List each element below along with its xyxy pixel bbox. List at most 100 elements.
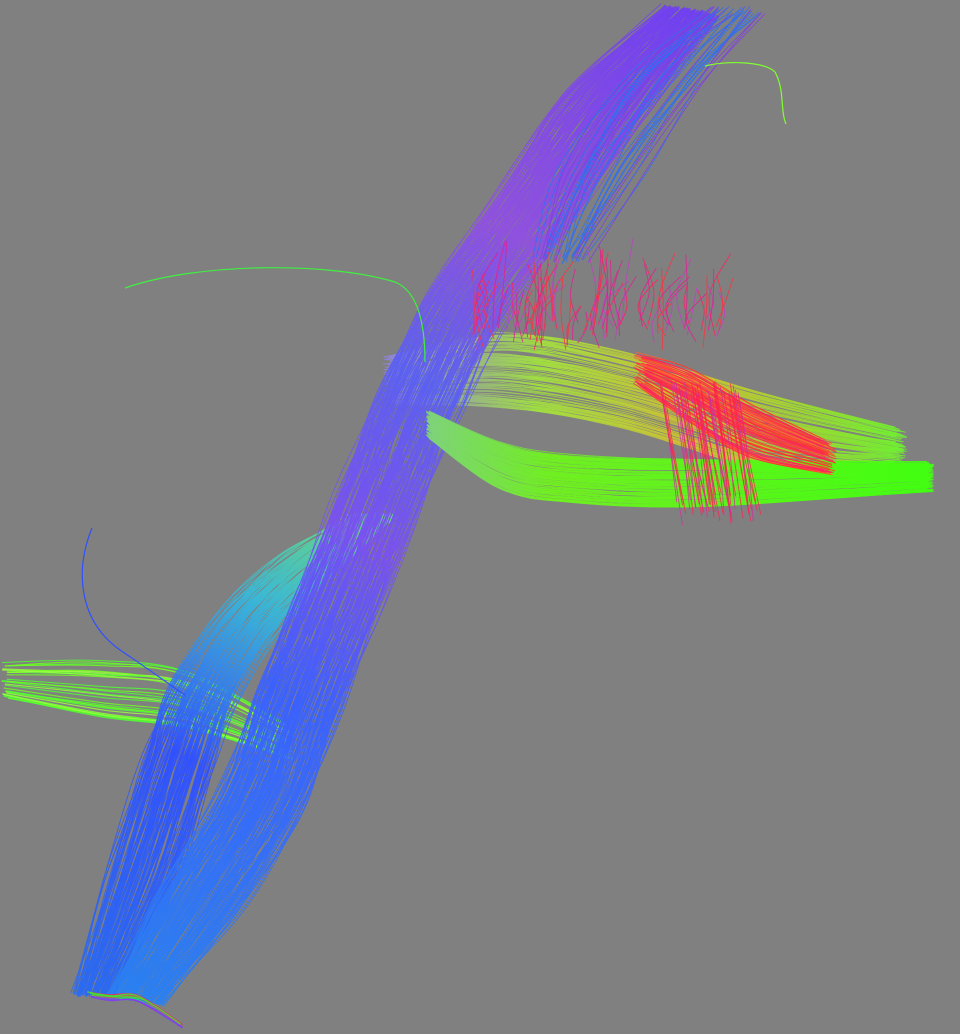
fiber (529, 252, 537, 340)
fiber (644, 367, 829, 454)
fiber (714, 395, 732, 524)
fiber (661, 267, 664, 350)
fiber (728, 391, 749, 511)
fiber (715, 278, 734, 327)
fiber (657, 253, 676, 334)
fiber (125, 6, 676, 1000)
fiber (586, 246, 597, 330)
fiber (697, 289, 705, 331)
fiber (7, 663, 287, 726)
fiber (530, 301, 540, 342)
fiber (145, 9, 695, 1003)
fiber (681, 390, 702, 516)
fiber (676, 258, 692, 329)
fiber (542, 284, 567, 321)
fiber (540, 263, 543, 346)
fiber (698, 393, 717, 513)
fiber (737, 392, 754, 522)
fiber (428, 413, 931, 467)
fiber (712, 382, 732, 497)
fiber (426, 434, 927, 503)
fiber (601, 260, 612, 329)
fiber (684, 254, 688, 329)
fiber (646, 369, 824, 453)
fiber (645, 369, 829, 455)
fiber (524, 296, 534, 328)
fiber (427, 426, 927, 489)
fiber (524, 289, 534, 328)
fiber (690, 382, 712, 505)
fiber (709, 396, 725, 516)
fiber (643, 371, 824, 456)
stray-fiber (124, 267, 426, 363)
fiber (572, 13, 762, 258)
fiber (683, 282, 690, 324)
fiber (524, 263, 542, 338)
fiber (618, 287, 628, 327)
fiber (539, 7, 712, 260)
fiber (115, 6, 672, 997)
fiber (429, 422, 930, 478)
fiber (572, 306, 581, 341)
fiber (79, 514, 359, 996)
fiber (427, 425, 928, 486)
fiber (694, 387, 715, 518)
fiber (716, 274, 724, 332)
fiber (665, 276, 690, 332)
fiber (723, 393, 744, 519)
fiber (90, 996, 183, 1029)
fiber (696, 394, 715, 513)
fiber (504, 297, 510, 330)
fiber (432, 424, 932, 480)
fiber (516, 291, 524, 343)
fiber (1, 669, 287, 733)
fiber (4, 684, 292, 749)
fiber (686, 287, 698, 336)
fiber (685, 293, 707, 342)
fiber (587, 11, 763, 263)
fiber (614, 308, 619, 340)
fiber (527, 263, 542, 350)
stray-fiber (704, 62, 787, 125)
fiber (4, 683, 289, 746)
fiber (666, 284, 686, 326)
fiber (636, 353, 831, 445)
fiber (511, 282, 519, 324)
fiber (93, 516, 377, 997)
fiber (639, 363, 833, 454)
fiber (8, 691, 287, 752)
fiber (639, 267, 657, 327)
fiber (142, 12, 704, 1002)
fiber (512, 289, 525, 343)
fiber (708, 253, 731, 336)
fiber (534, 265, 539, 337)
fiber (143, 12, 702, 1002)
fiber (115, 6, 671, 998)
fiber (547, 11, 732, 258)
fiber (132, 7, 687, 1000)
fiber (108, 7, 671, 995)
fiber (114, 6, 670, 998)
fiber (552, 249, 559, 322)
fiber (702, 275, 708, 348)
fiber (532, 10, 716, 258)
fiber (81, 515, 363, 996)
fiber (497, 241, 508, 328)
fiber (427, 418, 934, 477)
fiber (125, 10, 686, 1000)
fiber (644, 374, 836, 464)
fiber (621, 237, 634, 321)
fiber (385, 342, 903, 436)
fiber (608, 270, 619, 330)
fiber (81, 516, 369, 994)
fiber (577, 311, 588, 344)
fiber (697, 395, 721, 522)
fiber (159, 13, 715, 1005)
fiber (699, 381, 722, 494)
fiber (154, 12, 711, 1003)
fiber (432, 431, 927, 491)
fiber (618, 276, 637, 337)
fiber (539, 297, 555, 332)
fiber (431, 430, 932, 493)
fiber (704, 285, 715, 321)
